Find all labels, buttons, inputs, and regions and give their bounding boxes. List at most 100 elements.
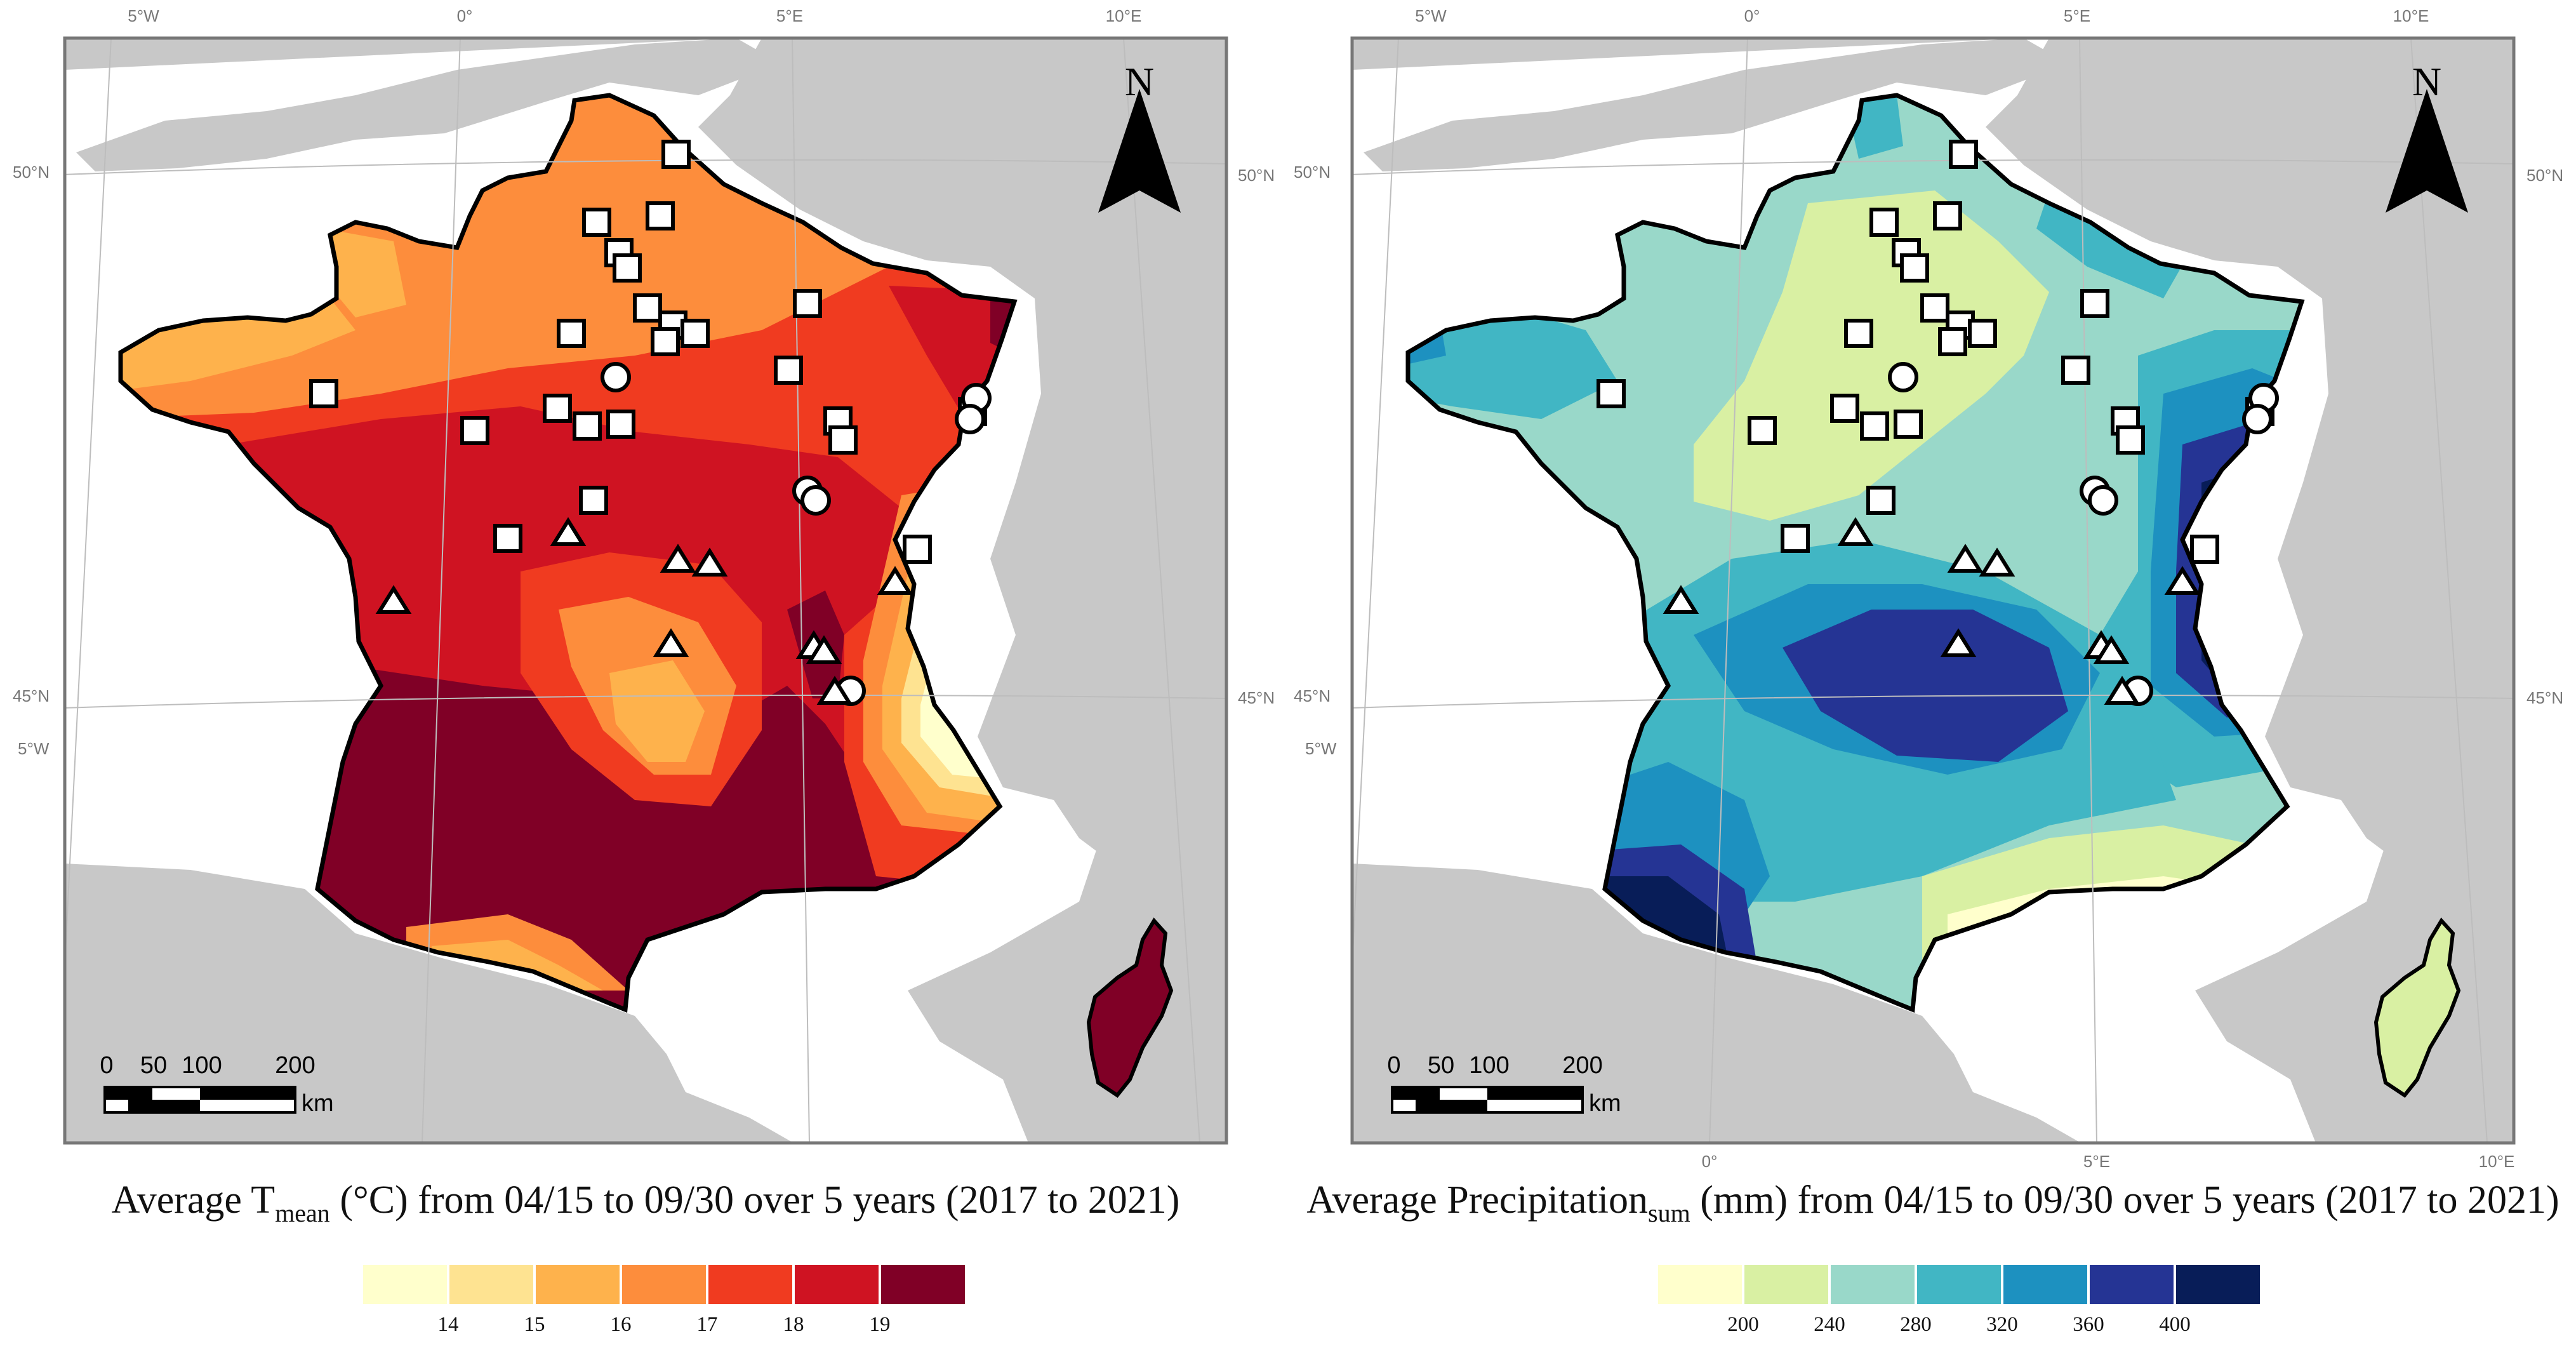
triangle-marker bbox=[806, 635, 842, 664]
central-europe-landmass bbox=[698, 38, 1226, 1143]
grat-right-45n: 45°N bbox=[2526, 688, 2563, 707]
grat-top-10e: 10°E bbox=[2393, 6, 2429, 25]
map-frame bbox=[63, 36, 1228, 1145]
square-marker bbox=[460, 416, 489, 445]
scale-bar bbox=[103, 1086, 296, 1114]
triangle-marker bbox=[375, 585, 412, 614]
grat-left-5w: 5°W bbox=[1305, 739, 1337, 758]
square-marker bbox=[633, 293, 662, 323]
square-marker bbox=[579, 486, 608, 515]
grat-left-45n: 45°N bbox=[13, 686, 50, 705]
grat-left-50n: 50°N bbox=[1294, 163, 1331, 182]
square-marker bbox=[646, 201, 675, 230]
color-legend: 14 15 16 17 18 19 bbox=[363, 1265, 965, 1336]
legend-swatch bbox=[1744, 1265, 1828, 1304]
square-marker bbox=[2190, 535, 2219, 564]
uk-peninsula bbox=[1352, 38, 2240, 70]
square-marker bbox=[606, 410, 635, 439]
uk-landmass bbox=[76, 38, 781, 171]
triangle-marker bbox=[2104, 676, 2141, 705]
scale-tick-0: 0 bbox=[1387, 1052, 1400, 1079]
square-marker bbox=[543, 394, 572, 423]
triangle-marker bbox=[877, 566, 913, 595]
north-label: N bbox=[2412, 59, 2441, 104]
scale-tick-100: 100 bbox=[1469, 1052, 1509, 1079]
grat-bottom-5e: 5°E bbox=[2083, 1152, 2110, 1171]
square-marker bbox=[309, 379, 338, 408]
square-marker bbox=[573, 411, 602, 441]
scale-unit: km bbox=[1589, 1090, 1621, 1117]
square-marker bbox=[1968, 319, 1997, 348]
square-marker bbox=[2080, 289, 2109, 318]
precip-zone-240-north bbox=[1694, 190, 2049, 521]
grat-top-0: 0° bbox=[457, 6, 473, 25]
central-europe-landmass bbox=[1986, 38, 2514, 1143]
square-marker bbox=[582, 208, 611, 237]
map-precipitation: N 0 50 100 200 km 5°W 0° 5°E 10°E 50°N 4… bbox=[1294, 6, 2563, 1336]
iberia-landmass bbox=[1352, 864, 2081, 1143]
grat-top-5w: 5°W bbox=[1415, 6, 1447, 25]
legend-label: 360 bbox=[2073, 1313, 2104, 1336]
map-frame bbox=[1350, 36, 2516, 1145]
square-marker bbox=[1860, 411, 1889, 441]
legend-swatch bbox=[2003, 1265, 2087, 1304]
square-marker bbox=[1938, 327, 1967, 356]
triangle-marker bbox=[691, 547, 728, 577]
legend-label: 19 bbox=[870, 1313, 891, 1336]
square-marker bbox=[1866, 486, 1895, 515]
map-caption: Average Tmean (°C) from 04/15 to 09/30 o… bbox=[112, 1178, 1180, 1227]
grat-right-45n: 45°N bbox=[1238, 688, 1275, 707]
triangle-marker bbox=[1940, 628, 1977, 657]
grat-top-5e: 5°E bbox=[776, 6, 803, 25]
square-marker bbox=[1597, 379, 1626, 408]
temp-zone-16-massif bbox=[609, 660, 705, 762]
grat-right-50n: 50°N bbox=[1238, 166, 1275, 185]
square-marker bbox=[1920, 293, 1949, 323]
site-markers bbox=[309, 140, 992, 706]
legend-swatch bbox=[1831, 1265, 1915, 1304]
circle-marker bbox=[601, 362, 631, 392]
grat-left-5w: 5°W bbox=[18, 739, 50, 758]
triangle-marker bbox=[1979, 547, 2015, 577]
square-marker bbox=[493, 524, 522, 553]
legend-label: 320 bbox=[1986, 1313, 2018, 1336]
grat-left-50n: 50°N bbox=[13, 163, 50, 182]
scale-tick-200: 200 bbox=[275, 1052, 315, 1079]
square-marker bbox=[1900, 253, 1929, 283]
square-marker bbox=[651, 327, 680, 356]
iberia-landmass bbox=[65, 864, 793, 1143]
grat-left-45n: 45°N bbox=[1294, 686, 1331, 705]
legend-label: 280 bbox=[1900, 1313, 1932, 1336]
triangle-marker bbox=[653, 628, 689, 657]
scale-tick-50: 50 bbox=[140, 1052, 167, 1079]
precip-zone-400-centre bbox=[1783, 610, 2068, 762]
triangle-marker bbox=[2093, 635, 2130, 664]
scale-unit: km bbox=[302, 1090, 334, 1117]
legend-label: 200 bbox=[1727, 1313, 1759, 1336]
triangle-marker bbox=[1837, 517, 1874, 546]
square-marker bbox=[2061, 356, 2090, 385]
graticule-lines bbox=[65, 38, 1226, 1143]
site-markers bbox=[1597, 140, 2279, 706]
circle-marker bbox=[800, 485, 831, 516]
grat-bottom-0: 0° bbox=[1702, 1152, 1718, 1171]
grat-right-50n: 50°N bbox=[2526, 166, 2563, 185]
legend-label: 240 bbox=[1814, 1313, 1845, 1336]
square-marker bbox=[903, 535, 932, 564]
uk-landmass bbox=[1364, 38, 2068, 171]
scale-tick-0: 0 bbox=[100, 1052, 113, 1079]
north-label: N bbox=[1125, 59, 1154, 104]
legend-label: 15 bbox=[524, 1313, 545, 1336]
square-marker bbox=[1781, 524, 1810, 553]
legend-swatch bbox=[708, 1265, 792, 1304]
triangle-marker bbox=[2164, 566, 2201, 595]
legend-label: 16 bbox=[611, 1313, 632, 1336]
square-marker bbox=[613, 253, 642, 283]
triangle-marker bbox=[816, 676, 853, 705]
scale-bar bbox=[1391, 1086, 1584, 1114]
triangle-marker bbox=[660, 544, 696, 573]
legend-label: 14 bbox=[438, 1313, 459, 1336]
legend-swatch bbox=[795, 1265, 879, 1304]
triangle-marker bbox=[1947, 544, 1984, 573]
square-marker bbox=[681, 319, 710, 348]
